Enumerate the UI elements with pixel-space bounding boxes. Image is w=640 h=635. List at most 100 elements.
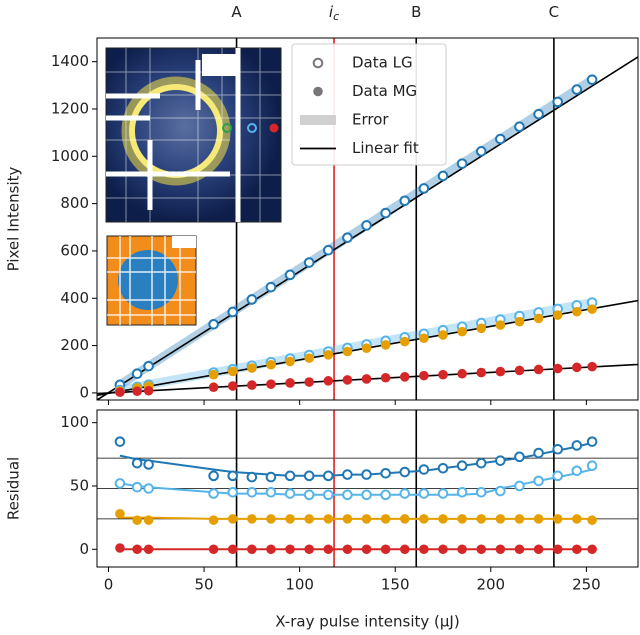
x-tick-label: 150 [381,576,410,594]
data-point [586,74,598,85]
data-point [587,361,597,372]
v-line-label-main: i [329,3,334,21]
data-point [285,514,295,524]
data-point [552,514,563,524]
data-point [475,457,487,469]
data-point [131,457,143,469]
data-point [361,514,372,524]
legend-label: Data MG [352,82,417,100]
legend-marker [300,115,336,125]
data-point [208,488,219,499]
x-tick-label: 100 [285,576,314,594]
data-point [143,360,154,372]
data-point [342,489,353,501]
data-point [495,544,506,555]
v-line-label: C [549,3,559,21]
x-tick-label: 200 [476,576,505,594]
axes-frame [96,37,639,401]
x-tick-label: 250 [572,576,601,594]
data-point [456,460,468,472]
data-point [399,336,410,347]
data-point [437,170,449,182]
data-point [323,376,334,386]
data-point [495,366,506,377]
data-point [418,183,430,194]
data-point [266,544,276,555]
data-point [514,451,525,463]
data-point [208,515,219,525]
data-point [342,514,353,524]
data-point [418,464,430,475]
y-tick-label: 800 [60,194,89,212]
data-point [476,323,487,334]
data-point [572,514,582,524]
data-point [533,108,544,120]
data-point [115,387,125,397]
axes-frame [96,409,639,568]
data-point [323,350,334,360]
data-point [285,356,295,367]
data-point [457,326,467,337]
data-point [438,514,448,524]
data-point [361,220,372,231]
data-point [380,489,391,501]
data-point [419,544,429,555]
data-point [457,514,467,524]
data-point [265,281,277,293]
data-point [303,489,315,501]
data-point [361,343,372,353]
data-point [132,386,142,397]
data-point [227,486,239,498]
data-point [266,514,276,524]
data-point [115,509,125,519]
data-point [380,340,391,350]
data-point [246,471,258,483]
data-point [399,514,410,524]
data-point [399,372,410,382]
data-point [552,363,563,374]
data-point [587,515,597,525]
data-point [131,368,143,380]
data-point [361,489,372,501]
data-point [285,378,295,388]
v-line-label: ic [329,3,339,24]
legend-label: Data LG [352,54,413,72]
data-point [143,515,154,525]
data-point [437,488,449,499]
data-point [552,544,563,555]
legend-box [291,43,447,166]
data-point [342,346,353,357]
data-point [304,377,314,387]
data-point [227,381,238,391]
data-point [208,369,219,380]
y-tick-label: 200 [60,336,89,354]
data-point [143,544,154,555]
data-point [437,462,449,474]
legend-label: Error [352,111,389,129]
data-point [380,207,391,219]
mask-image [106,235,197,326]
plot-area [97,56,638,400]
y-tick-label: 600 [60,241,89,259]
data-point [323,544,334,555]
data-point [438,330,448,340]
data-point [284,269,296,281]
data-point [227,366,238,377]
data-point [247,363,257,373]
bottom-panel: 0 50 100 Residual 0 50 100 150 200 250 [5,409,639,594]
data-point [514,480,525,492]
data-point [399,488,411,499]
data-point [533,514,544,524]
data-point [438,544,448,555]
detector-image [105,47,282,223]
data-point [572,544,582,555]
data-point [303,470,315,482]
data-point [208,470,219,482]
data-point [533,313,544,324]
data-point [495,485,506,497]
data-point [342,375,353,385]
data-point [495,133,506,145]
data-point [227,514,238,524]
legend-marker [312,57,324,69]
